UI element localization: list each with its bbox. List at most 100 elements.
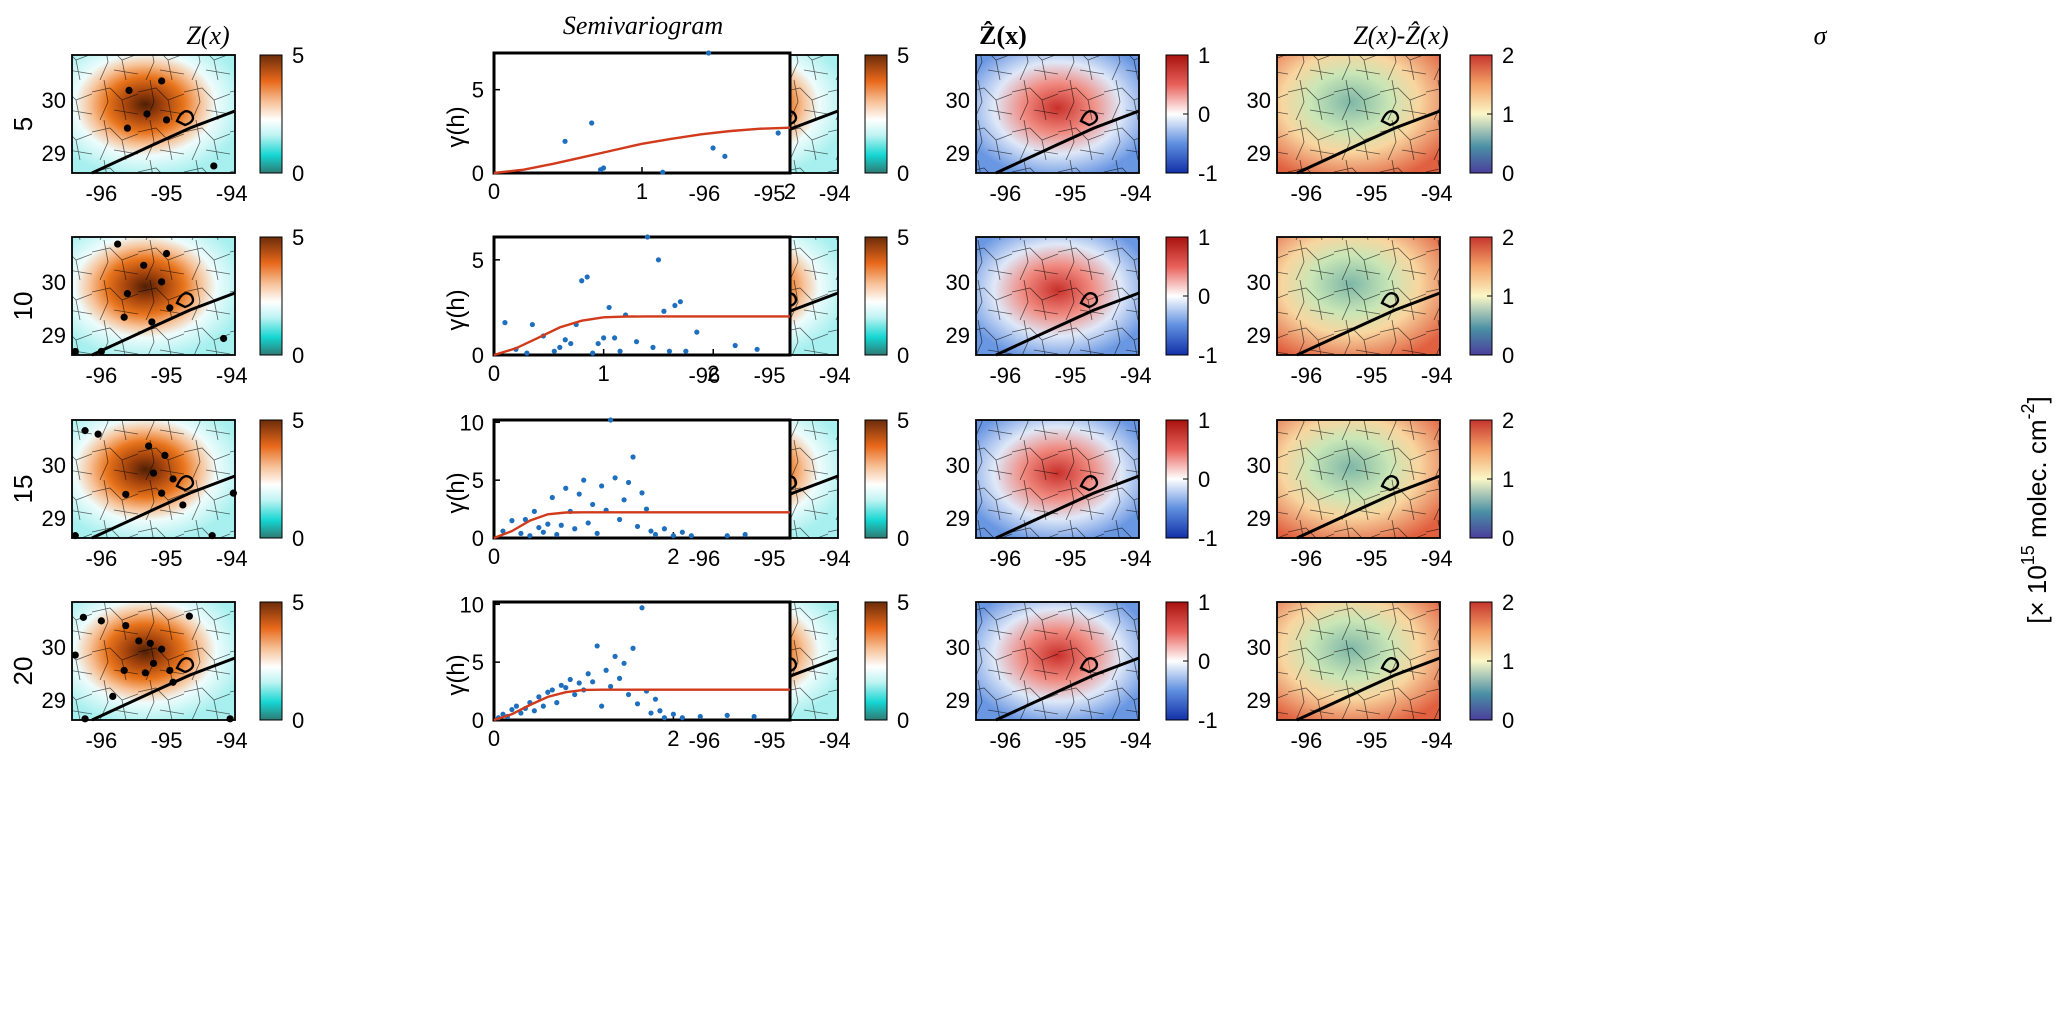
station-dot: [158, 278, 166, 286]
colorbar-tick-label: 5: [292, 590, 304, 615]
empirical-point: [612, 653, 618, 659]
lat-tick: 29: [946, 141, 970, 166]
empirical-point: [545, 689, 551, 695]
empirical-point: [500, 528, 506, 534]
coastline: [1296, 474, 1441, 540]
empirical-point: [563, 485, 569, 491]
empirical-point: [666, 348, 673, 354]
y-tick-label: 0: [472, 526, 484, 551]
lat-tick: 29: [42, 506, 66, 531]
lon-tick: -94: [216, 728, 248, 753]
bay-outline: [175, 657, 195, 674]
col-title-semivariogram: Semivariogram: [563, 11, 723, 40]
station-dot: [161, 451, 169, 459]
station-dot: [140, 261, 148, 269]
map-frame: [71, 54, 236, 174]
coastline: [995, 291, 1140, 357]
empirical-point: [509, 518, 515, 524]
lat-tick: 30: [42, 88, 66, 113]
lon-tick: -94: [1421, 181, 1453, 206]
col-title-residual: Z(x)-Ẑ(x): [1353, 21, 1448, 50]
lon-tick: -95: [1055, 363, 1087, 388]
colorbar-tick-label: 0: [1198, 467, 1210, 492]
colorbar-tick-label: 1: [1502, 284, 1514, 309]
lon-tick: -95: [1055, 728, 1087, 753]
unit-label: [× 1015 molec. cm-2]: [2018, 396, 2052, 624]
colorbar-tick-label: 0: [1502, 526, 1514, 551]
station-dot: [219, 334, 228, 343]
row-15: 153029-96-95-94503029-96-95-94503029-96-…: [8, 408, 1514, 571]
colorbar-z: [259, 419, 283, 539]
empirical-point: [531, 708, 537, 714]
empirical-point: [606, 304, 612, 311]
colorbar-tick-label: 2: [1502, 408, 1514, 433]
empirical-point: [677, 299, 683, 305]
map-frame: [71, 236, 236, 356]
empirical-point: [540, 703, 546, 709]
empirical-point: [679, 529, 685, 535]
station-dot: [94, 430, 102, 438]
colorbar-zhat: [864, 54, 888, 174]
road-network: [72, 237, 235, 355]
lon-tick: -96: [989, 728, 1021, 753]
empirical-point: [558, 522, 564, 528]
empirical-point: [621, 660, 627, 666]
model-line: [493, 126, 791, 175]
row-20: 203029-96-95-94503029-96-95-94503029-96-…: [8, 590, 1514, 753]
coastline: [995, 109, 1140, 175]
x-tick-label: 2: [784, 179, 796, 204]
lon-tick: -94: [216, 546, 248, 571]
empirical-point: [585, 520, 591, 526]
map-frame: [1276, 601, 1441, 721]
empirical-point: [524, 350, 530, 356]
lon-tick: -95: [1356, 181, 1388, 206]
map-frame: [1276, 54, 1441, 174]
unit-label-main: [× 10: [2022, 565, 2052, 624]
map-z: 30 29 -96 -95 -94 5 0: [42, 43, 305, 206]
empirical-point: [601, 335, 607, 341]
y-tick-label: 5: [472, 468, 484, 493]
station-dot: [148, 318, 156, 326]
empirical-point: [670, 711, 676, 717]
lon-tick: -96: [688, 363, 720, 388]
empirical-point: [579, 278, 585, 284]
colorbar-tick-label: 2: [1502, 43, 1514, 68]
colorbar-tick-label: 5: [897, 590, 909, 615]
colorbar-tick-label: 5: [292, 408, 304, 433]
station-dot: [146, 639, 154, 647]
colorbar-tick-label: 0: [1198, 649, 1210, 674]
colorbar-z: [259, 54, 283, 174]
empirical-point: [650, 344, 656, 350]
colorbar-zhat: [864, 419, 888, 539]
empirical-point: [594, 530, 600, 536]
bay-outline: [175, 475, 195, 492]
station-dot: [158, 77, 166, 85]
empirical-point: [576, 680, 582, 686]
empirical-point: [518, 710, 524, 716]
empirical-point: [661, 715, 668, 721]
empirical-point: [621, 497, 627, 503]
empirical-point: [634, 701, 641, 707]
lon-tick: -94: [819, 546, 851, 571]
colorbar-tick-label: 0: [897, 161, 909, 186]
colorbar-tick-label: 0: [292, 526, 304, 551]
map-sig: 30 29 -96 -95 -94 2 1 0: [1247, 43, 1515, 206]
colorbar-tick-label: 0: [897, 708, 909, 733]
lon-tick: -94: [1120, 181, 1152, 206]
empirical-point: [581, 477, 587, 483]
colorbar-tick-label: 5: [292, 225, 304, 250]
lat-tick: 29: [42, 323, 66, 348]
empirical-point: [648, 710, 654, 716]
y-tick-label: 0: [472, 708, 484, 733]
empirical-point: [751, 713, 757, 720]
bay-outline: [1380, 292, 1400, 309]
empirical-point: [600, 165, 607, 171]
plot-frame: [492, 51, 792, 175]
y-tick-label: 5: [472, 650, 484, 675]
empirical-point: [660, 169, 666, 175]
lat-tick: 30: [42, 453, 66, 478]
semivariogram-panel: 0 5 0 1 2 γ(h): [443, 50, 796, 204]
lon-tick: -94: [1421, 546, 1453, 571]
empirical-point: [585, 671, 591, 677]
